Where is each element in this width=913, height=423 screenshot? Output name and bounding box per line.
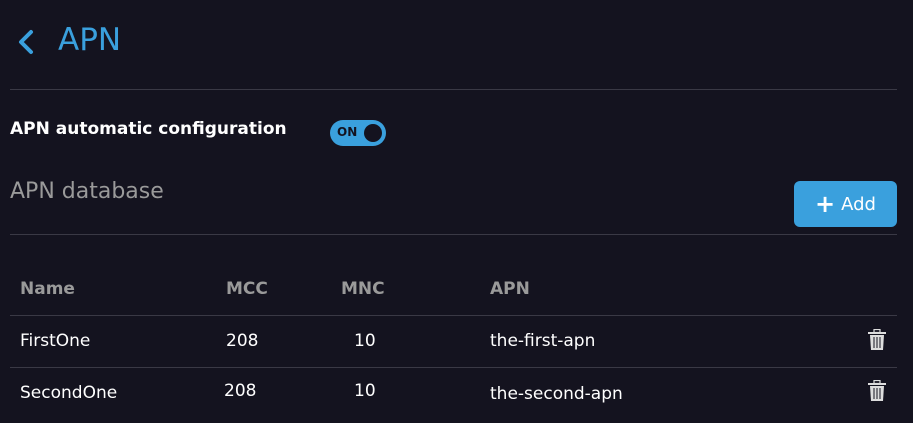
cell-mnc: 10 <box>354 331 376 351</box>
cell-apn: the-first-apn <box>490 331 596 351</box>
column-header-mnc: MNC <box>341 279 385 299</box>
add-button-label: Add <box>841 193 876 215</box>
cell-apn: the-second-apn <box>490 384 623 404</box>
cell-mnc: 10 <box>354 381 376 401</box>
divider <box>10 367 897 368</box>
section-title: APN database <box>10 179 164 204</box>
toggle-state-label: ON <box>337 125 358 139</box>
column-header-apn: APN <box>490 279 530 299</box>
back-chevron-icon[interactable] <box>12 24 40 60</box>
auto-config-toggle[interactable]: ON <box>330 120 386 146</box>
cell-name: SecondOne <box>20 383 118 403</box>
cell-mcc: 208 <box>224 381 257 401</box>
column-header-name: Name <box>20 279 75 299</box>
divider <box>10 89 897 90</box>
divider <box>10 234 897 235</box>
cell-mcc: 208 <box>226 331 259 351</box>
plus-icon: + <box>815 190 836 218</box>
auto-config-label: APN automatic configuration <box>10 119 287 139</box>
cell-name: FirstOne <box>20 331 91 351</box>
toggle-knob <box>364 124 382 142</box>
trash-icon[interactable] <box>867 329 887 351</box>
page-title: APN <box>58 22 122 58</box>
divider <box>10 315 897 316</box>
column-header-mcc: MCC <box>226 279 268 299</box>
add-button[interactable]: + Add <box>794 181 897 227</box>
trash-icon[interactable] <box>867 380 887 402</box>
